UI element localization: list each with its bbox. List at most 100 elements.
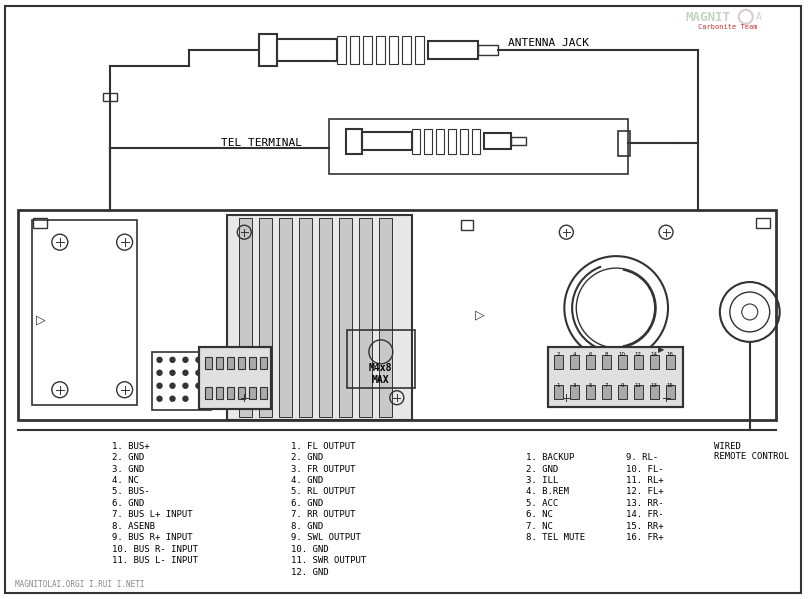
Text: WIRED
REMOTE CONTROL: WIRED REMOTE CONTROL bbox=[714, 441, 789, 461]
Circle shape bbox=[183, 358, 188, 362]
Text: ▷: ▷ bbox=[474, 308, 484, 322]
Text: 1. BUS+: 1. BUS+ bbox=[112, 441, 149, 450]
Bar bbox=[205, 357, 213, 369]
Text: 15: 15 bbox=[667, 383, 674, 388]
Circle shape bbox=[157, 370, 162, 376]
Bar bbox=[602, 385, 611, 399]
Text: 8. ASENB: 8. ASENB bbox=[112, 522, 154, 531]
Text: TEL TERMINAL: TEL TERMINAL bbox=[221, 138, 302, 149]
Text: 9: 9 bbox=[621, 383, 624, 388]
Text: 5. RL OUTPUT: 5. RL OUTPUT bbox=[291, 488, 356, 497]
Bar bbox=[259, 34, 277, 66]
Bar bbox=[337, 36, 346, 63]
Bar bbox=[18, 210, 776, 420]
Text: 14. FR-: 14. FR- bbox=[626, 510, 663, 519]
Bar bbox=[618, 355, 627, 369]
Bar bbox=[448, 129, 456, 155]
Text: 6. NC: 6. NC bbox=[527, 510, 553, 519]
Bar bbox=[217, 387, 223, 399]
Text: 16: 16 bbox=[667, 352, 674, 357]
Text: 13. RR-: 13. RR- bbox=[626, 499, 663, 508]
Bar bbox=[260, 357, 267, 369]
Bar bbox=[238, 387, 246, 399]
Text: 4. B.REM: 4. B.REM bbox=[527, 488, 570, 497]
Circle shape bbox=[157, 396, 162, 401]
Text: 4. NC: 4. NC bbox=[112, 476, 138, 485]
Text: 3. GND: 3. GND bbox=[112, 464, 144, 474]
Text: 12. GND: 12. GND bbox=[291, 568, 329, 577]
Text: 2. GND: 2. GND bbox=[112, 453, 144, 462]
Text: 11. BUS L- INPUT: 11. BUS L- INPUT bbox=[112, 556, 198, 565]
Text: 1: 1 bbox=[557, 383, 560, 388]
Text: MAGNITOLAI.ORGI I.RUI I.NETI: MAGNITOLAI.ORGI I.RUI I.NETI bbox=[15, 580, 145, 589]
Text: 5. BUS-: 5. BUS- bbox=[112, 488, 149, 497]
Text: 2: 2 bbox=[557, 352, 560, 357]
Bar bbox=[227, 357, 234, 369]
Bar bbox=[347, 330, 415, 388]
Bar bbox=[249, 387, 256, 399]
Text: 4. GND: 4. GND bbox=[291, 476, 323, 485]
Text: 1. BACKUP: 1. BACKUP bbox=[527, 453, 574, 462]
Bar bbox=[217, 357, 223, 369]
Text: 1. FL OUTPUT: 1. FL OUTPUT bbox=[291, 441, 356, 450]
Bar bbox=[350, 36, 359, 63]
Bar bbox=[376, 36, 385, 63]
Bar bbox=[299, 218, 312, 417]
Bar bbox=[427, 41, 478, 59]
Bar bbox=[587, 385, 595, 399]
Circle shape bbox=[196, 370, 201, 376]
Bar bbox=[755, 218, 770, 228]
Text: Carbonite Team: Carbonite Team bbox=[698, 24, 758, 30]
Bar bbox=[554, 385, 563, 399]
Circle shape bbox=[170, 370, 175, 376]
Circle shape bbox=[196, 358, 201, 362]
Bar bbox=[227, 387, 234, 399]
Bar bbox=[239, 218, 252, 417]
Text: 12. FL+: 12. FL+ bbox=[626, 488, 663, 497]
Bar bbox=[402, 36, 410, 63]
Text: 3. ILL: 3. ILL bbox=[527, 476, 558, 485]
Text: 5. ACC: 5. ACC bbox=[527, 499, 558, 508]
Text: MAGNIT: MAGNIT bbox=[686, 11, 731, 24]
Bar bbox=[32, 220, 137, 405]
Bar bbox=[259, 218, 272, 417]
Text: 11: 11 bbox=[634, 383, 642, 388]
Text: 8: 8 bbox=[604, 352, 608, 357]
Bar bbox=[549, 347, 683, 407]
Text: A: A bbox=[755, 12, 762, 22]
Bar bbox=[346, 129, 362, 155]
Bar bbox=[339, 218, 352, 417]
Bar bbox=[227, 215, 412, 420]
Bar bbox=[634, 355, 643, 369]
Bar bbox=[389, 36, 398, 63]
Text: 7: 7 bbox=[604, 383, 608, 388]
Text: ▶: ▶ bbox=[658, 346, 664, 355]
Circle shape bbox=[170, 358, 175, 362]
Bar bbox=[412, 129, 419, 155]
Bar bbox=[511, 138, 527, 146]
Text: 2. GND: 2. GND bbox=[527, 464, 558, 474]
Bar bbox=[618, 131, 630, 156]
Bar bbox=[363, 36, 372, 63]
Bar bbox=[33, 218, 47, 228]
Text: 13: 13 bbox=[650, 383, 658, 388]
Text: 12: 12 bbox=[634, 352, 642, 357]
Bar bbox=[152, 352, 212, 410]
Bar bbox=[379, 218, 392, 417]
Text: 4: 4 bbox=[573, 352, 576, 357]
Bar bbox=[103, 93, 116, 101]
Bar bbox=[415, 36, 423, 63]
Bar bbox=[483, 134, 511, 149]
Text: 16. FR+: 16. FR+ bbox=[626, 533, 663, 542]
Bar bbox=[472, 129, 480, 155]
Circle shape bbox=[183, 370, 188, 376]
Bar bbox=[570, 385, 579, 399]
Bar bbox=[319, 218, 332, 417]
Bar bbox=[238, 357, 246, 369]
Text: 9. RL-: 9. RL- bbox=[626, 453, 659, 462]
Text: 2. GND: 2. GND bbox=[291, 453, 323, 462]
Bar bbox=[260, 387, 267, 399]
Text: 9. SWL OUTPUT: 9. SWL OUTPUT bbox=[291, 533, 361, 542]
Text: 10. FL-: 10. FL- bbox=[626, 464, 663, 474]
Text: MAX: MAX bbox=[372, 375, 389, 385]
